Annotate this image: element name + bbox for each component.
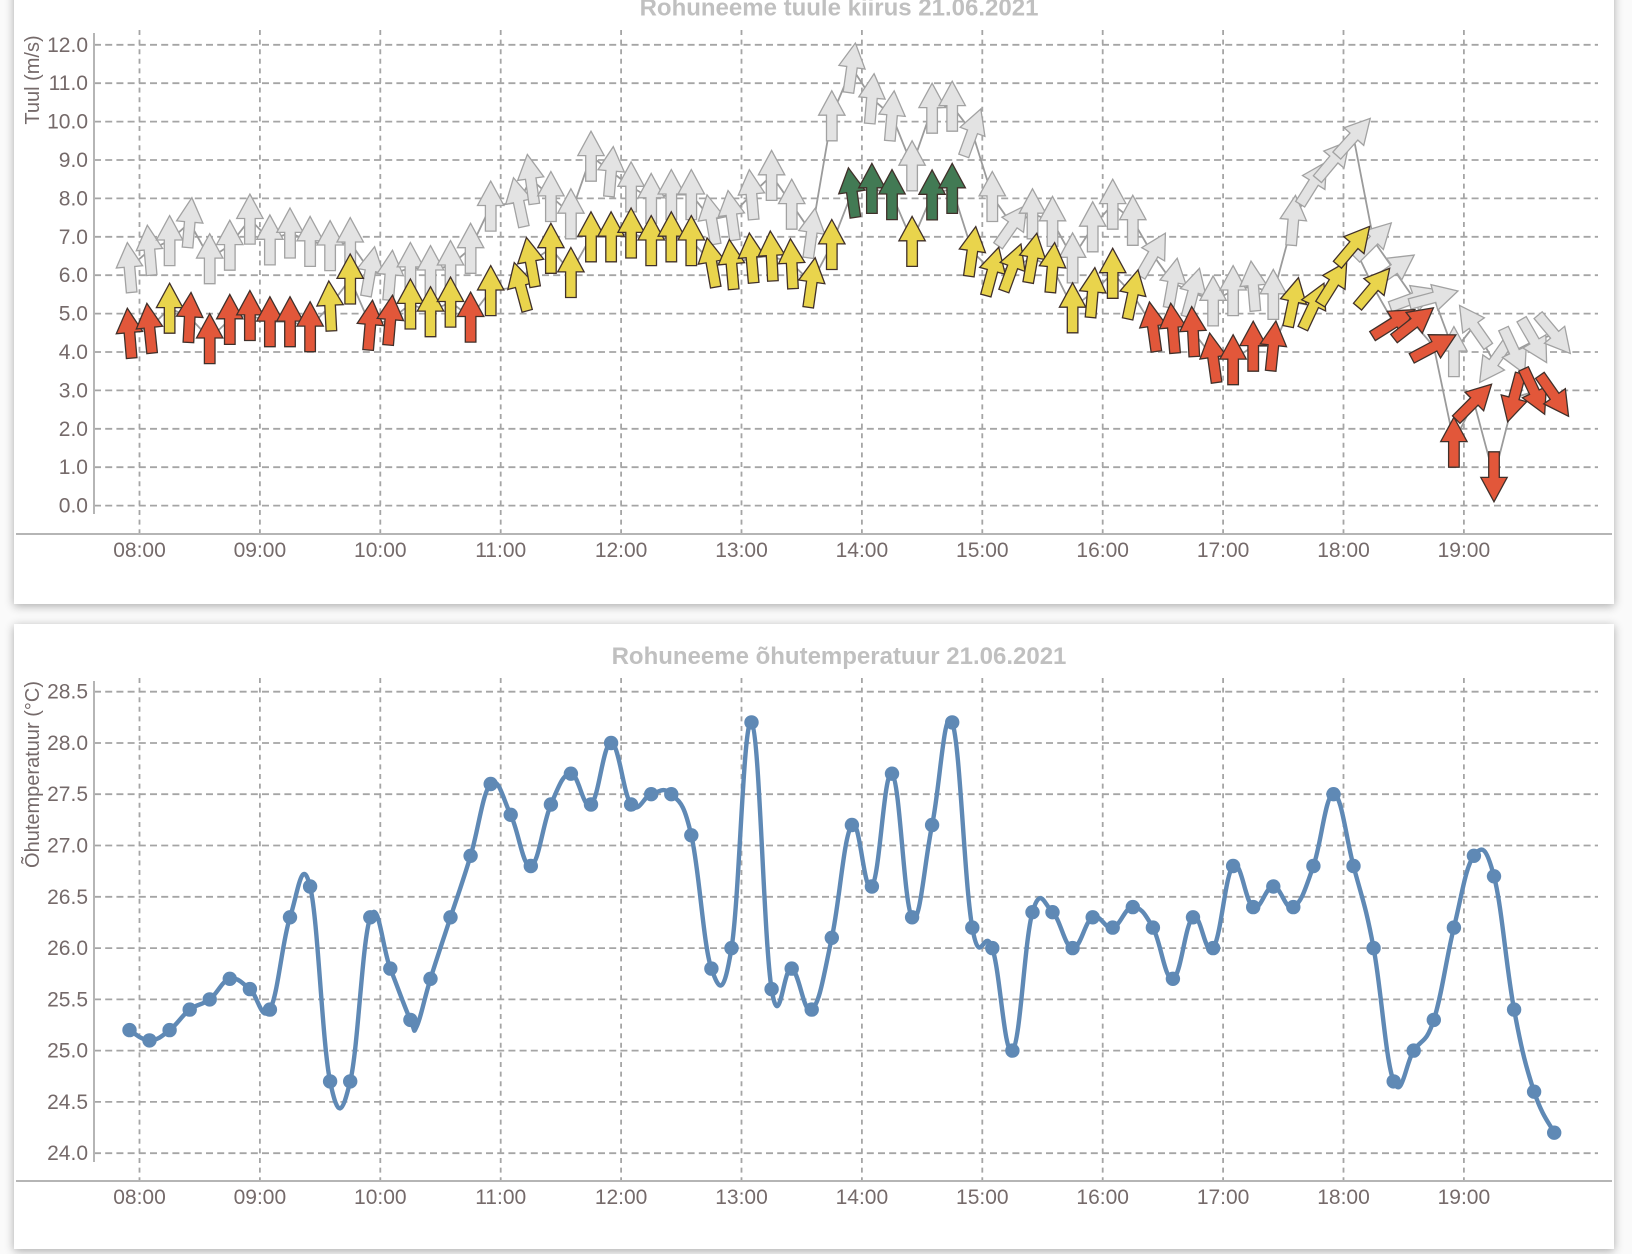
svg-text:10:00: 10:00 [354,1186,407,1209]
svg-text:08:00: 08:00 [113,1186,166,1209]
svg-text:28.0: 28.0 [47,732,88,755]
svg-text:Rohuneeme õhutemperatuur 21.06: Rohuneeme õhutemperatuur 21.06.2021 [612,643,1067,670]
svg-text:16:00: 16:00 [1076,539,1129,562]
svg-text:12:00: 12:00 [595,1186,648,1209]
svg-text:Rohuneeme tuule kiirus 21.06.2: Rohuneeme tuule kiirus 21.06.2021 [640,0,1039,22]
svg-text:Õhutemperatuur (°C): Õhutemperatuur (°C) [20,681,44,868]
svg-text:25.0: 25.0 [47,1040,88,1063]
svg-text:14:00: 14:00 [836,1186,889,1209]
svg-text:24.5: 24.5 [47,1091,88,1114]
svg-text:14:00: 14:00 [836,539,889,562]
svg-text:2.0: 2.0 [59,418,88,441]
svg-text:25.5: 25.5 [47,988,88,1011]
svg-text:0.0: 0.0 [59,495,88,518]
svg-text:9.0: 9.0 [59,149,88,172]
svg-text:15:00: 15:00 [956,1186,1009,1209]
svg-text:Tuul (m/s): Tuul (m/s) [22,35,44,124]
svg-text:19:00: 19:00 [1438,539,1491,562]
svg-text:12:00: 12:00 [595,539,648,562]
svg-text:11:00: 11:00 [475,539,526,562]
svg-text:11:00: 11:00 [475,1186,526,1209]
svg-text:11.0: 11.0 [49,72,88,95]
svg-text:13:00: 13:00 [715,539,768,562]
svg-text:17:00: 17:00 [1197,1186,1250,1209]
svg-text:15:00: 15:00 [956,539,1009,562]
svg-text:17:00: 17:00 [1197,539,1250,562]
svg-text:18:00: 18:00 [1317,539,1370,562]
svg-text:27.0: 27.0 [47,835,88,858]
svg-text:09:00: 09:00 [234,1186,287,1209]
svg-text:3.0: 3.0 [59,379,88,402]
svg-text:08:00: 08:00 [113,539,166,562]
svg-text:12.0: 12.0 [47,34,88,57]
svg-text:10.0: 10.0 [47,111,88,134]
svg-text:18:00: 18:00 [1317,1186,1370,1209]
svg-text:24.0: 24.0 [47,1142,88,1165]
svg-text:16:00: 16:00 [1076,1186,1129,1209]
svg-text:4.0: 4.0 [59,341,88,364]
svg-text:7.0: 7.0 [59,226,88,249]
svg-text:28.5: 28.5 [47,681,88,704]
svg-text:10:00: 10:00 [354,539,407,562]
svg-text:8.0: 8.0 [59,187,88,210]
svg-text:26.5: 26.5 [47,886,88,909]
svg-text:27.5: 27.5 [47,783,88,806]
svg-text:1.0: 1.0 [59,456,88,479]
svg-text:5.0: 5.0 [59,303,88,326]
svg-text:26.0: 26.0 [47,937,88,960]
svg-text:13:00: 13:00 [715,1186,768,1209]
svg-text:19:00: 19:00 [1438,1186,1491,1209]
svg-text:6.0: 6.0 [59,264,88,287]
svg-text:09:00: 09:00 [234,539,287,562]
